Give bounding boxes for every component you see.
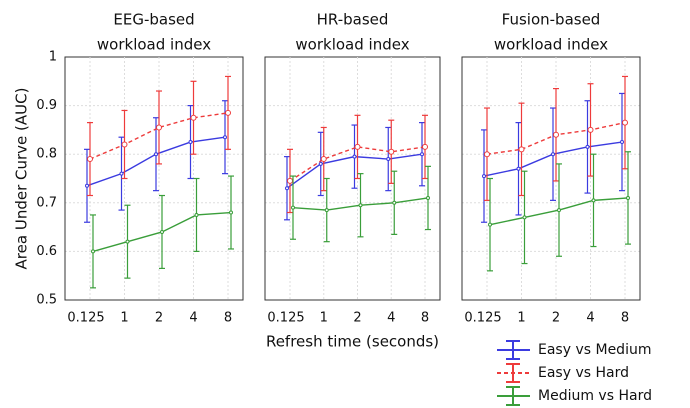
point-marker [516, 166, 521, 171]
point-marker [488, 222, 492, 227]
point-marker [392, 200, 397, 205]
point-marker [287, 177, 293, 184]
y-axis-label: Area Under Curve (AUC) [13, 88, 31, 270]
series-line [89, 112, 229, 160]
y-tick-label: 0.9 [36, 98, 57, 113]
x-tick-label: 1 [120, 311, 128, 326]
x-tick-label: 4 [586, 311, 594, 326]
plot-frame [461, 56, 641, 301]
point-marker [585, 144, 590, 149]
point-marker [87, 156, 93, 163]
point-marker [354, 143, 361, 150]
point-marker [154, 152, 158, 157]
x-tick-label: 0.125 [464, 311, 501, 326]
point-marker [557, 208, 561, 213]
x-axis-label: Refresh time (seconds) [266, 333, 439, 351]
x-tick-label: 8 [621, 311, 629, 326]
point-marker [518, 146, 525, 153]
point-marker [291, 205, 295, 210]
point-marker [482, 174, 486, 179]
point-marker [422, 143, 428, 150]
chart-title: Fusion-based [502, 11, 601, 29]
point-marker [587, 126, 594, 133]
point-marker [125, 239, 130, 244]
y-tick-label: 0.5 [36, 293, 57, 308]
point-marker [85, 183, 89, 188]
chart-title: HR-based [317, 11, 389, 29]
point-marker [223, 135, 227, 140]
point-marker [121, 141, 128, 148]
point-marker [188, 140, 193, 145]
legend: Easy vs Medium Easy vs Hard Medium vs Hard [492, 334, 688, 406]
x-tick-label: 1 [320, 311, 328, 326]
point-marker [160, 229, 164, 234]
point-marker [194, 212, 199, 217]
point-marker [420, 152, 424, 157]
point-marker [156, 124, 162, 131]
x-tick-label: 2 [155, 311, 163, 326]
point-marker [190, 114, 197, 121]
point-marker [620, 140, 624, 145]
chart-title: workload index [494, 36, 608, 54]
chart-title: EEG-based [113, 11, 194, 29]
point-marker [229, 210, 233, 215]
legend-label: Medium vs Hard [538, 388, 652, 404]
y-tick-label: 0.8 [36, 147, 57, 162]
x-tick-label: 2 [353, 311, 361, 326]
y-tick-label: 1 [49, 50, 57, 65]
x-tick-label: 2 [552, 311, 560, 326]
chart-title: workload index [97, 36, 211, 54]
point-marker [358, 203, 363, 208]
legend-frame [492, 334, 688, 406]
point-marker [119, 171, 124, 176]
x-tick-label: 1 [517, 311, 525, 326]
x-tick-label: 0.125 [267, 311, 304, 326]
plot-frame [264, 56, 441, 301]
plot-frame [64, 56, 244, 301]
point-marker [622, 119, 628, 126]
x-tick-label: 8 [224, 311, 232, 326]
point-marker [522, 215, 527, 220]
point-marker [285, 186, 289, 191]
point-marker [591, 198, 596, 203]
point-marker [484, 151, 490, 158]
point-marker [386, 157, 391, 162]
point-marker [225, 109, 231, 116]
point-marker [324, 208, 329, 213]
x-tick-label: 0.125 [67, 311, 104, 326]
point-marker [426, 195, 430, 200]
series-line [289, 146, 426, 182]
point-marker [626, 195, 630, 200]
x-tick-label: 4 [387, 311, 395, 326]
point-marker [91, 249, 95, 254]
y-tick-label: 0.6 [36, 244, 57, 259]
x-tick-label: 8 [421, 311, 429, 326]
x-tick-label: 4 [189, 311, 197, 326]
legend-label: Easy vs Medium [538, 342, 651, 358]
legend-label: Easy vs Hard [538, 365, 629, 381]
point-marker [352, 154, 357, 159]
point-marker [320, 156, 327, 163]
point-marker [553, 131, 559, 138]
y-tick-label: 0.7 [36, 195, 57, 210]
point-marker [318, 161, 323, 166]
point-marker [551, 152, 555, 157]
chart-title: workload index [295, 36, 409, 54]
point-marker [388, 148, 395, 155]
